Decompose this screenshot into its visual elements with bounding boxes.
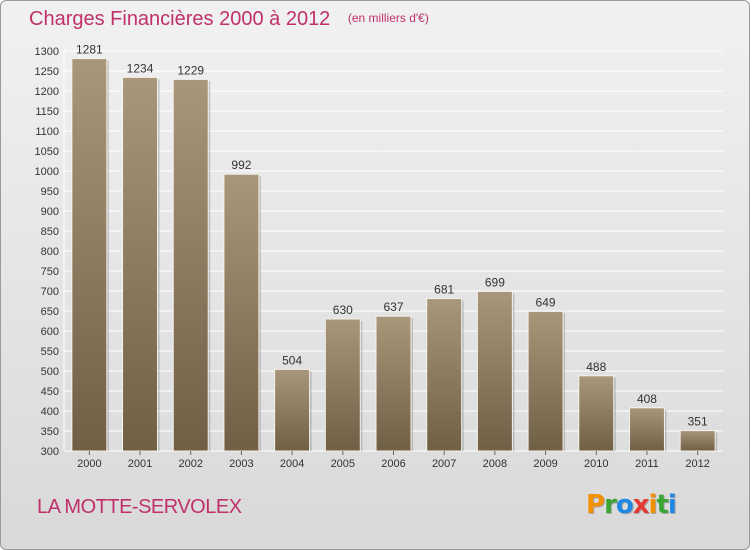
- bar-value-label: 699: [485, 275, 505, 289]
- y-tick-label: 1250: [35, 66, 59, 78]
- bar-value-label: 992: [231, 158, 251, 172]
- bar: [274, 368, 311, 452]
- y-tick-label: 900: [41, 206, 59, 218]
- bar: [426, 298, 463, 452]
- y-tick-label: 1150: [35, 106, 59, 118]
- bar: [527, 310, 564, 452]
- x-tick-label: 2001: [128, 458, 152, 470]
- y-tick-label: 950: [41, 186, 59, 198]
- logo-letter: x: [632, 490, 650, 520]
- proxiti-logo: Proxiti: [586, 490, 677, 520]
- bar-value-label: 681: [434, 283, 454, 297]
- y-axis-ticks: 300 350 400 450 500 550 600 650 700 750 800 850 900 9…: [35, 46, 59, 458]
- y-tick-label: 850: [41, 226, 59, 238]
- y-tick-label: 650: [41, 306, 59, 318]
- chart-title: Charges Financières 2000 à 2012 (en mill…: [29, 8, 429, 31]
- y-tick-label: 300: [41, 446, 59, 458]
- y-tick-label: 400: [41, 406, 59, 418]
- bar-value-label: 1281: [76, 43, 103, 57]
- y-tick-label: 800: [41, 246, 59, 258]
- x-tick-label: 2006: [381, 458, 405, 470]
- bar: [324, 318, 361, 452]
- y-tick-label: 550: [41, 346, 59, 358]
- bar: [71, 58, 108, 452]
- logo-letter: o: [615, 490, 634, 520]
- x-tick-label: 2000: [77, 458, 101, 470]
- chart-subtitle: (en milliers d'€): [347, 11, 429, 25]
- bar-value-label: 488: [586, 360, 606, 374]
- bar: [679, 430, 716, 452]
- chart-title-text: Charges Financières 2000 à 2012: [29, 8, 331, 30]
- bar-value-label: 649: [536, 295, 556, 309]
- y-tick-label: 750: [41, 266, 59, 278]
- bar-value-label: 637: [383, 300, 403, 314]
- bar-value-label: 408: [637, 392, 657, 406]
- x-tick-label: 2002: [178, 458, 202, 470]
- bar: [172, 78, 209, 452]
- x-tick-label: 2008: [483, 458, 507, 470]
- bars: 1281 1234 1229 992 504 630 637 681 699 649 488 408 3…: [71, 43, 718, 452]
- x-tick-label: 2004: [280, 458, 304, 470]
- x-tick-label: 2005: [331, 458, 355, 470]
- logo-letter: i: [667, 490, 677, 520]
- y-tick-label: 700: [41, 286, 59, 298]
- y-tick-label: 450: [41, 386, 59, 398]
- y-tick-label: 1300: [35, 46, 59, 58]
- bar: [578, 375, 615, 452]
- bar: [375, 315, 412, 452]
- bar: [223, 173, 260, 452]
- logo-letter: t: [656, 490, 668, 520]
- commune-name: LA MOTTE-SERVOLEX: [37, 496, 242, 518]
- bar-chart: 300 350 400 450 500 550 600 650 700 750 800 850 900 9…: [35, 43, 723, 470]
- y-tick-label: 600: [41, 326, 59, 338]
- y-tick-label: 1000: [35, 166, 59, 178]
- bar-value-label: 1229: [177, 63, 204, 77]
- bar-value-label: 630: [333, 303, 353, 317]
- x-tick-label: 2011: [635, 458, 659, 470]
- bar-value-label: 351: [688, 415, 708, 429]
- bar: [476, 290, 513, 452]
- y-tick-label: 350: [41, 426, 59, 438]
- y-tick-label: 1200: [35, 86, 59, 98]
- bar-value-label: 1234: [127, 61, 154, 75]
- x-axis-ticks: 2000 2001 2002 2003 2004 2005 2006 2007 2008 2009…: [77, 451, 710, 470]
- y-tick-label: 1050: [35, 146, 59, 158]
- bar: [122, 76, 159, 452]
- x-tick-label: 2010: [584, 458, 608, 470]
- x-tick-label: 2012: [685, 458, 709, 470]
- bar-value-label: 504: [282, 353, 302, 367]
- logo-letter: r: [604, 490, 617, 520]
- bar: [628, 407, 665, 452]
- y-tick-label: 1100: [35, 126, 59, 138]
- x-tick-label: 2003: [229, 458, 253, 470]
- logo-letter: P: [586, 490, 605, 520]
- x-tick-label: 2009: [533, 458, 557, 470]
- x-tick-label: 2007: [432, 458, 456, 470]
- y-tick-label: 500: [41, 366, 59, 378]
- logo-letter: i: [648, 490, 658, 520]
